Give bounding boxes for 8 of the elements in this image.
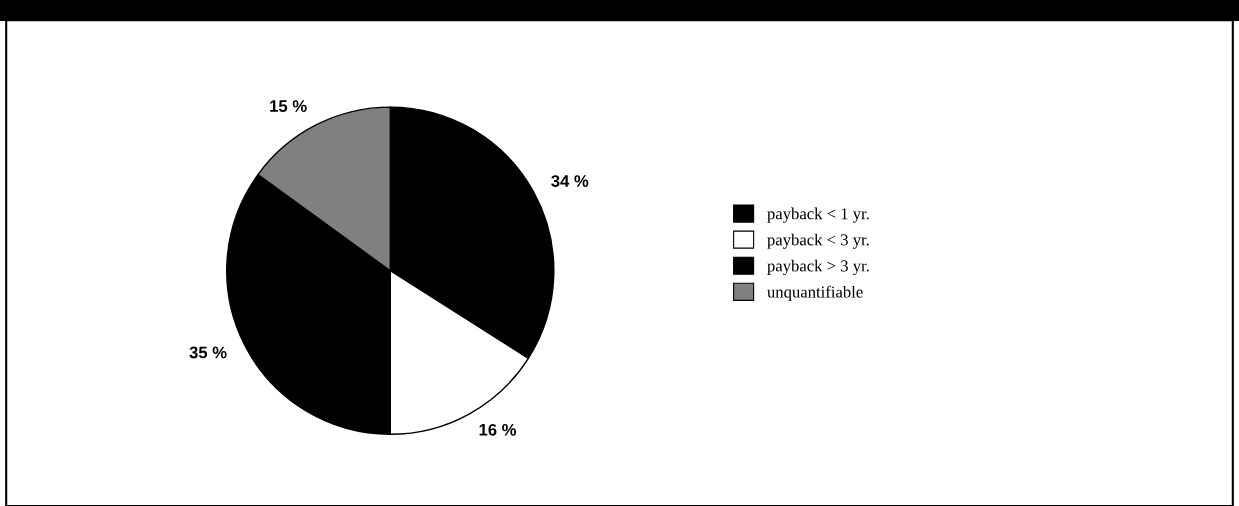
data-label: 16 % [479,423,517,436]
data-label: 35 % [189,346,227,359]
legend-label: payback < 1 yr. [767,207,869,223]
data-label: 34 % [551,175,589,187]
legend-label: payback < 3 yr. [767,233,869,249]
legend-label: unquantifiable [767,285,863,301]
data-label: 15 % [270,100,307,112]
legend-label: payback > 3 yr. [767,259,869,275]
